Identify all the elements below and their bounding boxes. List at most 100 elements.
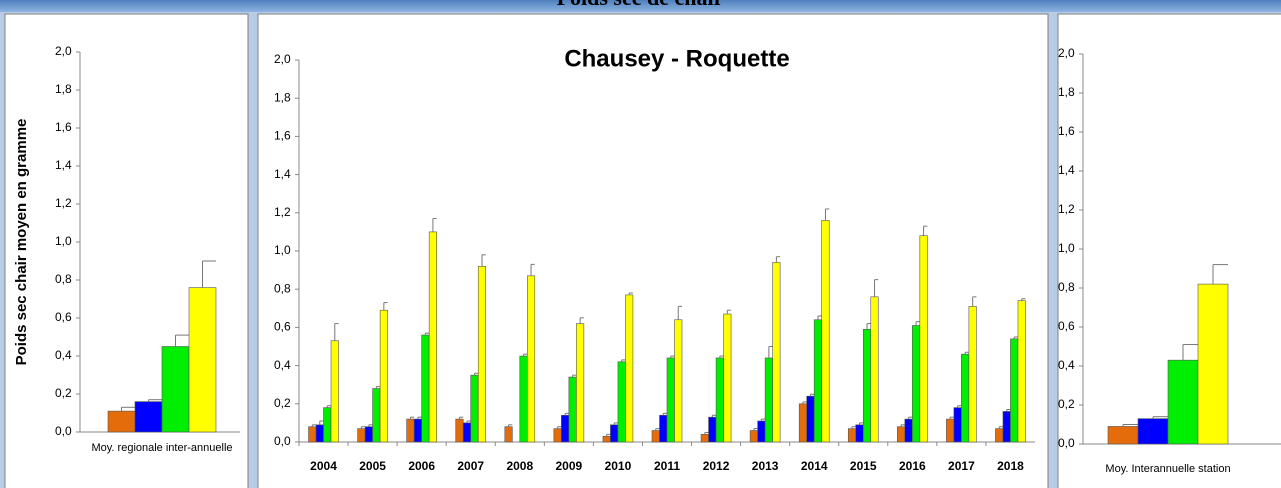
bar: [428, 231, 437, 443]
bar: [188, 287, 217, 433]
y-tick-label: 1,4: [1058, 163, 1075, 177]
header-band: [0, 0, 1281, 12]
bar: [757, 420, 766, 443]
x-tick-label: 2008: [506, 459, 533, 473]
bar: [870, 296, 879, 443]
bar: [764, 357, 773, 443]
bar: [821, 220, 830, 443]
bar: [357, 428, 366, 443]
bar: [161, 346, 190, 433]
bar: [1107, 426, 1139, 445]
bar: [715, 357, 724, 443]
bar: [504, 426, 513, 443]
bar: [470, 374, 479, 443]
bar: [968, 306, 977, 443]
y-tick-label: 0,0: [55, 424, 72, 438]
x-tick-label: Moy. regionale inter-annuelle: [91, 442, 233, 454]
bar: [995, 428, 1004, 443]
bar: [798, 403, 808, 443]
bar: [379, 309, 388, 443]
bar: [134, 401, 163, 433]
y-tick-label: 0,4: [1058, 358, 1075, 372]
x-tick-label: 2018: [997, 459, 1024, 473]
bar: [364, 426, 373, 443]
bar: [723, 313, 732, 443]
bar: [477, 265, 487, 443]
bar: [904, 418, 913, 443]
y-tick-label: 2,0: [1058, 46, 1075, 60]
bar: [651, 430, 660, 443]
bar: [912, 325, 921, 443]
bar: [806, 395, 815, 443]
y-tick-label: 1,6: [1058, 124, 1075, 138]
y-tick-label: 1,8: [274, 90, 291, 104]
bar: [700, 434, 709, 443]
x-tick-label: 2011: [654, 459, 680, 473]
x-tick-label: 2014: [801, 459, 828, 473]
bar: [666, 357, 675, 443]
chart-title: Chausey - Roquette: [564, 45, 789, 72]
y-tick-label: 0,4: [274, 358, 291, 372]
x-tick-label: 2009: [556, 459, 583, 473]
page-title: Poids sec de chair: [557, 0, 724, 10]
x-tick-label: 2006: [408, 459, 435, 473]
y-tick-label: 1,4: [55, 158, 72, 172]
y-tick-label: 0,0: [1058, 436, 1075, 450]
y-tick-label: 0,8: [1058, 280, 1075, 294]
bar: [625, 294, 634, 443]
bar: [519, 355, 528, 443]
x-tick-label-box: Moy. regionale inter-annuelle: [91, 442, 233, 454]
y-tick-label: 0,6: [55, 310, 72, 324]
bar: [1017, 300, 1026, 443]
y-tick-label: 0,6: [274, 320, 291, 334]
bar: [406, 418, 415, 443]
bar: [568, 376, 577, 443]
y-tick-label: 2,0: [55, 44, 72, 58]
x-tick-label: Moy. Interannuelle station: [1105, 463, 1230, 475]
bar: [330, 340, 339, 443]
bar: [659, 414, 668, 443]
y-tick-label: 1,0: [1058, 241, 1075, 255]
y-tick-label: 1,2: [55, 196, 72, 210]
bar: [674, 319, 683, 443]
x-tick-label: 2017: [948, 459, 975, 473]
bar: [953, 407, 962, 443]
bar: [862, 329, 872, 443]
y-tick-label: 1,4: [274, 167, 291, 181]
bar: [749, 430, 758, 443]
bar: [708, 416, 717, 443]
x-tick-label: 2005: [359, 459, 386, 473]
bar: [315, 424, 324, 443]
bar: [107, 410, 136, 433]
y-tick-label: 0,2: [1058, 397, 1075, 411]
y-axis-label: Poids sec chair moyen en gramme: [13, 119, 30, 366]
y-tick-label: 0,2: [274, 396, 291, 410]
bar: [421, 334, 430, 443]
bar: [462, 422, 472, 443]
bar: [455, 418, 464, 443]
bar: [553, 428, 562, 443]
bar: [323, 407, 332, 443]
bar: [946, 418, 955, 443]
bar: [413, 418, 422, 443]
bar: [1167, 359, 1199, 445]
x-tick-label: 2015: [850, 459, 877, 473]
bar: [1197, 283, 1229, 445]
bar: [576, 323, 585, 443]
bar: [847, 428, 857, 443]
y-tick-label: 1,8: [1058, 85, 1075, 99]
x-tick-label: 2010: [605, 459, 632, 473]
x-tick-label: 2012: [703, 459, 730, 473]
bar: [772, 262, 781, 443]
bar: [372, 388, 381, 443]
x-tick-label: 2016: [899, 459, 926, 473]
bar: [813, 319, 823, 443]
y-tick-label: 0,8: [274, 281, 291, 295]
y-tick-label: 0,0: [274, 434, 291, 448]
bar: [617, 361, 626, 443]
y-tick-label: 0,8: [55, 272, 72, 286]
bar: [1010, 338, 1019, 443]
y-tick-label: 0,6: [1058, 319, 1075, 333]
